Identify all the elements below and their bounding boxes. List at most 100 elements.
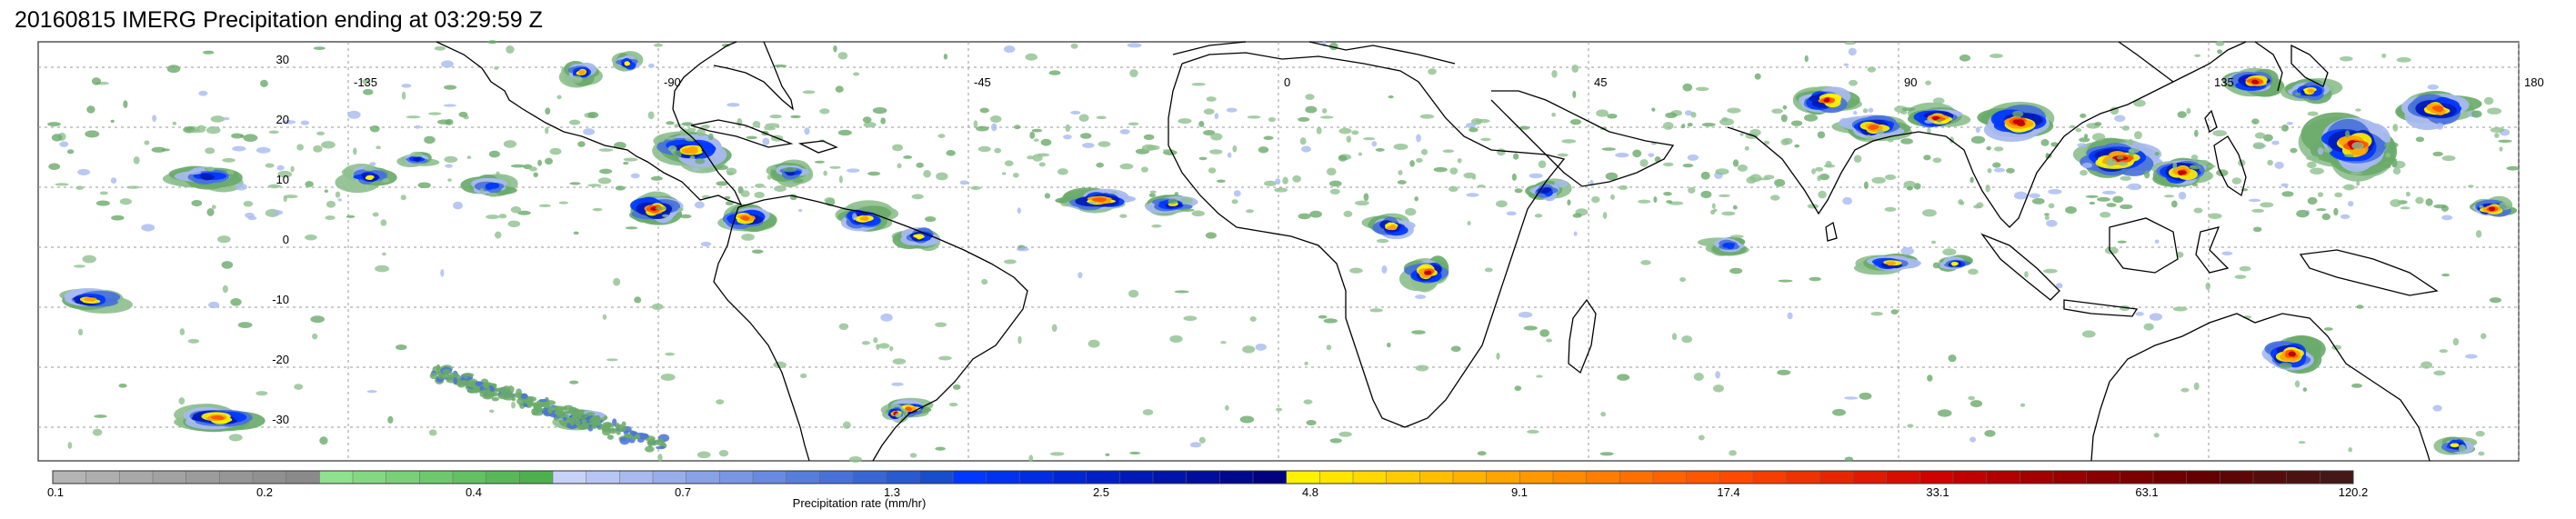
coastline-sumatra (1980, 233, 2060, 301)
coastline-cuba (690, 119, 794, 148)
precip-cell (1209, 149, 1223, 155)
precip-cell (1226, 107, 1238, 113)
precip-cell (187, 170, 202, 175)
precip-cell (1078, 114, 1089, 122)
precip-cell (1298, 213, 1311, 220)
precip-cell (952, 384, 961, 390)
precip-cell (506, 391, 514, 398)
precip-cell (2178, 191, 2187, 200)
precip-cell (2298, 441, 2306, 444)
precip-cell (1442, 149, 1455, 154)
precip-cell (657, 135, 666, 143)
coastline-mediterranean (1172, 41, 1456, 65)
precip-cell (1960, 201, 1965, 205)
precip-cell (1888, 139, 1894, 143)
precip-cell (1305, 94, 1315, 100)
precip-cell (2494, 133, 2500, 138)
precip-cell (916, 162, 924, 168)
precip-cell (1843, 63, 1849, 66)
precip-cell (657, 454, 663, 462)
precip-cell (1894, 105, 1908, 114)
precip-cell (1610, 194, 1615, 200)
precip-cell (724, 195, 731, 200)
precip-cell (1769, 195, 1780, 201)
precip-cell (1329, 438, 1342, 444)
precip-cell (1519, 125, 1530, 130)
precip-cell (2197, 159, 2210, 165)
precip-cell (2117, 161, 2129, 166)
precip-cell (2252, 142, 2265, 150)
precip-cell (2321, 213, 2331, 221)
precip-cell (1975, 126, 1980, 134)
precip-cell (2077, 143, 2088, 147)
precip-cell (1546, 338, 1553, 343)
precip-cell (1951, 262, 1957, 266)
precip-cell (1162, 148, 1175, 153)
precip-cell (444, 85, 457, 90)
precip-cell (214, 415, 224, 420)
precip-cell (1044, 193, 1051, 199)
precip-cell (111, 215, 125, 221)
precip-cell (494, 66, 499, 70)
precip-cell (1180, 208, 1195, 212)
coastline-madagascar (1568, 298, 1597, 374)
precip-cell (1198, 436, 1206, 444)
precip-cell (228, 434, 243, 442)
precip-cell (631, 435, 637, 440)
precip-cell (319, 436, 328, 445)
precip-cell (1715, 168, 1729, 175)
precip-cell (1787, 312, 1793, 320)
precip-cell (2467, 185, 2474, 188)
precip-cell (166, 65, 181, 74)
precip-cell (1049, 452, 1065, 456)
precip-cell (1140, 166, 1148, 173)
precip-cell (599, 168, 613, 175)
precip-cell (1107, 190, 1112, 195)
precip-cell (1987, 168, 1992, 174)
precip-cell (2013, 191, 2028, 200)
longitude-label: -135 (354, 75, 377, 89)
precip-cell (636, 437, 645, 443)
precip-cell (366, 390, 377, 394)
precip-cell (558, 201, 569, 205)
precip-cell (2356, 304, 2364, 309)
precip-cell (1017, 335, 1022, 344)
precip-cell (1300, 145, 1311, 153)
precip-cell (1790, 120, 1803, 126)
precip-cell (179, 328, 185, 335)
precip-cell (694, 201, 705, 209)
precip-cell (1539, 329, 1550, 337)
precip-cell (276, 165, 285, 171)
precip-cell (1477, 451, 1487, 456)
precip-cell (443, 104, 456, 107)
precip-cell (1815, 166, 1824, 172)
precip-cell (943, 54, 948, 60)
precip-cell (1208, 167, 1217, 174)
precip-cell (2055, 283, 2063, 289)
precip-cell (1591, 195, 1600, 204)
precip-cell (837, 52, 848, 60)
precip-cell (2281, 191, 2294, 197)
precip-cell (1143, 134, 1155, 141)
precip-cell (442, 368, 451, 375)
precip-cell (1948, 354, 1957, 363)
precip-cell (1214, 113, 1219, 120)
precip-cell (82, 255, 96, 264)
precip-cell (133, 156, 140, 165)
precip-cell (346, 215, 356, 218)
precip-cell (1569, 118, 1582, 125)
precip-cell (1249, 316, 1257, 322)
precip-cell (2471, 110, 2482, 118)
precip-cell (1700, 190, 1712, 199)
precip-cell (880, 313, 893, 322)
precip-cell (2120, 204, 2133, 210)
precip-cell (606, 428, 617, 432)
precip-cell (2316, 208, 2327, 212)
latitude-label: -20 (272, 353, 289, 366)
precip-cell (335, 191, 341, 198)
precip-cell (491, 396, 499, 402)
precip-cell (226, 169, 235, 175)
precip-cell (814, 160, 825, 164)
precip-cell (2306, 155, 2320, 161)
precip-cell (77, 168, 90, 175)
